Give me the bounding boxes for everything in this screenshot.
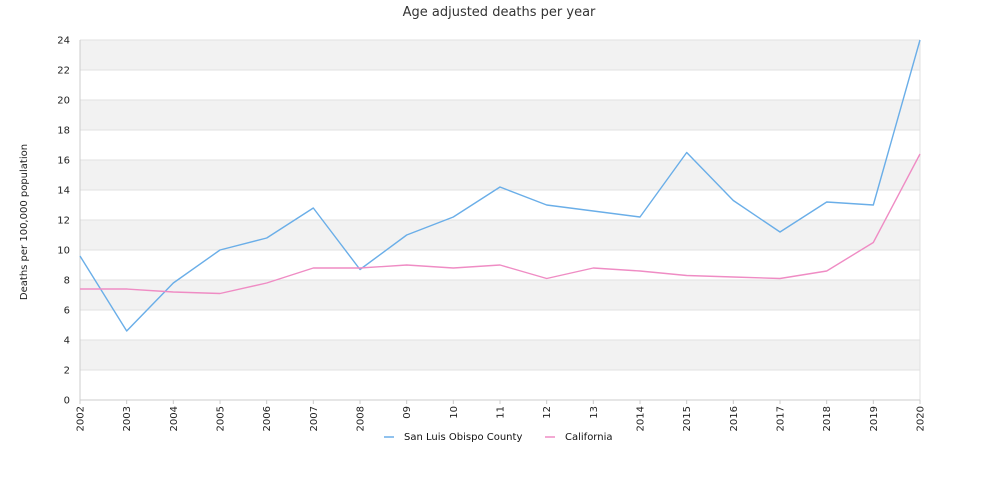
grid-band (80, 40, 920, 70)
y-tick-label: 12 (57, 216, 70, 227)
grid-band (80, 370, 920, 400)
x-tick-label: 2020 (916, 406, 927, 431)
x-tick-label: 10 (449, 406, 460, 419)
x-axis-ticks: 2002 2003 2004 2005 2006 2007 2008 09 10 11 12 13 20… (76, 400, 927, 431)
grid-band (80, 310, 920, 340)
y-tick-label: 6 (64, 306, 70, 317)
x-tick-label: 2003 (122, 406, 133, 431)
series-line-0 (79, 39, 921, 332)
x-tick-label: 09 (402, 406, 413, 419)
legend: San Luis Obispo County California (384, 432, 613, 443)
x-tick-label: 2002 (76, 406, 87, 431)
x-tick-label: 2004 (169, 406, 180, 431)
y-tick-label: 20 (57, 96, 70, 107)
x-tick-label: 12 (542, 406, 553, 419)
x-tick-label: 13 (589, 406, 600, 419)
grid-band (80, 100, 920, 130)
x-tick-label: 2015 (682, 406, 693, 431)
y-tick-label: 8 (64, 276, 70, 287)
grid-band (80, 70, 920, 100)
chart-title: Age adjusted deaths per year (403, 5, 596, 20)
y-tick-label: 14 (57, 186, 70, 197)
series-lines (79, 39, 921, 332)
x-tick-label: 11 (496, 406, 507, 419)
x-tick-label: 2005 (216, 406, 227, 431)
grid-band (80, 160, 920, 190)
x-tick-label: 2016 (729, 406, 740, 431)
legend-label: San Luis Obispo County (404, 432, 522, 443)
series-line-1 (80, 153, 921, 295)
y-tick-label: 10 (57, 246, 70, 257)
x-tick-label: 2006 (262, 406, 273, 431)
x-tick-label: 2014 (636, 406, 647, 431)
y-tick-label: 0 (64, 396, 70, 407)
x-tick-label: 2007 (309, 406, 320, 431)
y-tick-label: 18 (57, 126, 70, 137)
y-tick-label: 16 (57, 156, 70, 167)
grid-band (80, 220, 920, 250)
x-tick-label: 2008 (356, 406, 367, 431)
x-tick-label: 2018 (822, 406, 833, 431)
grid-band (80, 280, 920, 310)
y-axis-label: Deaths per 100,000 population (19, 144, 30, 300)
grid-band (80, 130, 920, 160)
grid-band (80, 340, 920, 370)
y-tick-label: 24 (57, 36, 70, 47)
legend-label: California (565, 432, 613, 443)
y-tick-label: 4 (64, 336, 70, 347)
grid-band (80, 190, 920, 220)
y-tick-label: 22 (57, 66, 70, 77)
x-tick-label: 2019 (869, 406, 880, 431)
y-tick-label: 2 (64, 366, 70, 377)
x-tick-label: 2017 (776, 406, 787, 431)
